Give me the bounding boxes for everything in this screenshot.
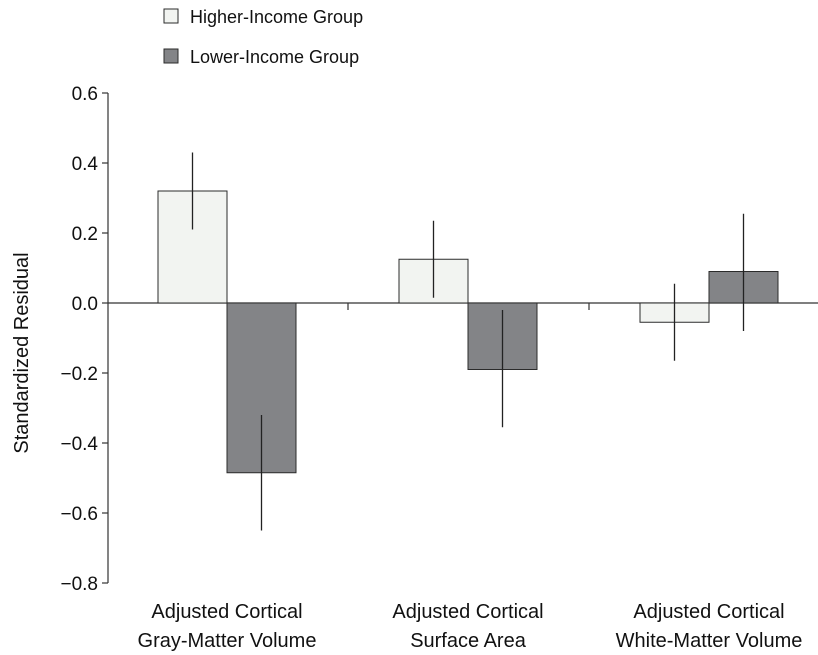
y-tick-label: −0.8 bbox=[60, 574, 98, 595]
y-tick-label: −0.6 bbox=[60, 504, 98, 525]
error-bars bbox=[191, 152, 745, 531]
legend-label: Lower-Income Group bbox=[190, 47, 359, 67]
x-category-label: Adjusted Cortical bbox=[392, 601, 543, 623]
y-tick-label: −0.4 bbox=[60, 434, 98, 455]
y-tick-label: 0.2 bbox=[72, 224, 98, 245]
x-category-label: Adjusted Cortical bbox=[633, 601, 784, 623]
legend-swatch bbox=[163, 48, 179, 64]
bars bbox=[157, 190, 779, 474]
x-category-label: White-Matter Volume bbox=[616, 630, 803, 652]
y-tick-label: 0.0 bbox=[72, 294, 98, 315]
y-tick-label: 0.6 bbox=[72, 84, 98, 105]
legend-label: Higher-Income Group bbox=[190, 7, 363, 27]
category-labels: Adjusted Cortical Gray-Matter Volume Adjus… bbox=[138, 601, 803, 652]
legend: Higher-Income Group Lower-Income Group bbox=[163, 7, 363, 67]
x-category-label: Gray-Matter Volume bbox=[138, 630, 317, 652]
x-category-label: Adjusted Cortical bbox=[151, 601, 302, 623]
y-tick-label: 0.4 bbox=[72, 154, 99, 175]
legend-swatch bbox=[163, 8, 179, 24]
axes: 0.6 0.4 0.2 0.0 −0.2 −0.4 −0.6 −0.8 bbox=[60, 84, 818, 595]
y-axis-title: Standardized Residual bbox=[11, 252, 33, 453]
y-tick-label: −0.2 bbox=[60, 364, 98, 385]
x-category-label: Surface Area bbox=[410, 630, 527, 652]
